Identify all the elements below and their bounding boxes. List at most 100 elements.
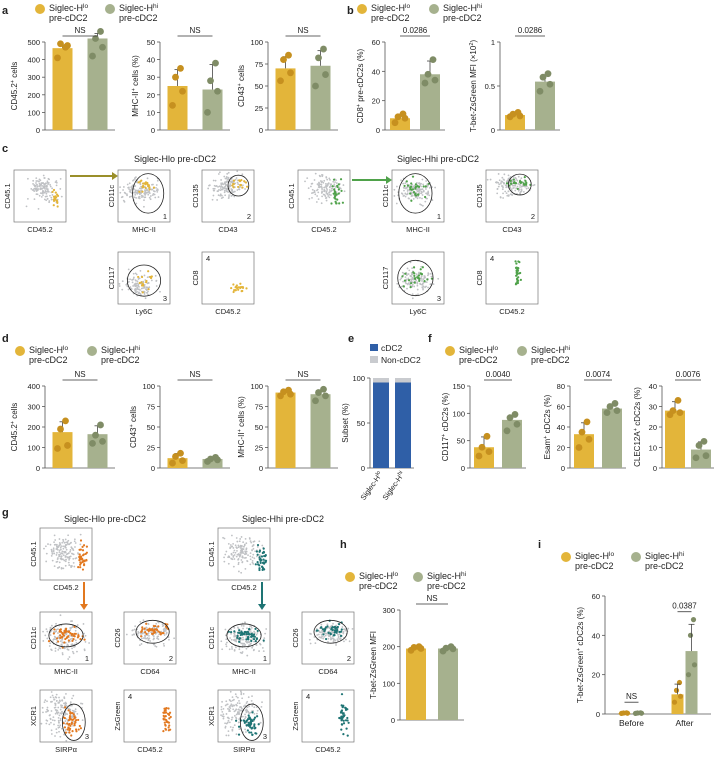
flow-event-colored <box>155 628 159 631</box>
flow-y-label: CD45.1 <box>29 541 38 566</box>
flow-event-colored <box>339 711 343 714</box>
flow-event <box>223 191 226 194</box>
y-tick-label: 100 <box>352 374 365 383</box>
flow-y-label: CD11c <box>107 185 116 208</box>
flow-event <box>45 199 48 202</box>
flow-event-colored <box>518 180 522 183</box>
flow-event <box>230 545 233 548</box>
flow-event <box>325 187 328 190</box>
flow-event-colored <box>245 724 248 727</box>
flow-event-colored <box>141 626 144 629</box>
flow-y-label: CD11c <box>29 627 38 650</box>
flow-event-colored <box>140 275 144 279</box>
flow-event-colored <box>238 640 241 643</box>
flow-event <box>75 641 78 644</box>
flow-event-colored <box>256 629 259 633</box>
flow-event <box>318 181 320 184</box>
y-tick-label: 300 <box>27 403 40 412</box>
y-tick-label: 20 <box>147 91 155 100</box>
flow-event <box>251 646 254 649</box>
bar <box>275 68 296 130</box>
flow-event <box>48 200 51 202</box>
flow-event <box>148 286 151 289</box>
flow-event <box>230 632 232 635</box>
flow-event <box>240 549 242 552</box>
flow-event <box>45 560 48 563</box>
flow-event <box>133 188 135 191</box>
flow-event <box>46 706 49 709</box>
flow-event-colored <box>250 731 253 734</box>
flow-event <box>412 198 415 200</box>
flow-event <box>500 182 502 185</box>
label-part: + <box>10 421 16 424</box>
flow-event <box>327 641 329 643</box>
flow-event <box>64 713 67 716</box>
flow-event <box>227 171 230 174</box>
flow-event <box>143 286 146 289</box>
flow-event <box>395 202 398 205</box>
flow-event <box>513 184 515 187</box>
flow-event <box>231 189 233 192</box>
flow-event-colored <box>340 728 343 731</box>
flow-event <box>53 638 55 640</box>
flow-event <box>324 195 327 197</box>
legend-text: Siglec-H <box>645 551 679 561</box>
flow-event <box>310 182 313 185</box>
flow-event <box>417 293 419 296</box>
data-point <box>54 445 61 452</box>
flow-event <box>68 555 71 558</box>
flow-event <box>64 720 67 722</box>
legend-label: pre-cDC2 <box>101 355 140 365</box>
flow-event <box>71 650 74 653</box>
flow-event-colored <box>162 711 165 714</box>
data-point <box>503 427 511 435</box>
y-axis-label: T-bet-ZsGreen MFI (×102) <box>469 40 478 133</box>
flow-event <box>131 634 134 636</box>
flow-event <box>70 566 73 569</box>
flow-event <box>422 278 425 281</box>
flow-event <box>61 653 64 656</box>
flow-event-colored <box>73 715 76 718</box>
flow-event-colored <box>231 184 234 187</box>
y-tick-label: 60 <box>557 403 565 412</box>
legend-sup: hi <box>461 571 466 578</box>
flow-event <box>49 194 51 197</box>
flow-event <box>59 614 62 617</box>
flow-event <box>246 627 248 630</box>
flow-event <box>57 648 60 651</box>
flow-event <box>46 198 49 200</box>
flow-event <box>230 718 233 721</box>
flow-event <box>524 185 526 188</box>
flow-event-colored <box>157 630 160 633</box>
flow-event <box>132 276 135 279</box>
flow-event-colored <box>247 638 250 641</box>
flow-event <box>151 194 154 196</box>
flow-event <box>241 697 244 700</box>
flow-event-colored <box>346 734 349 737</box>
flow-event <box>49 183 52 186</box>
flow-event-colored <box>264 559 268 562</box>
flow-event <box>52 696 55 699</box>
data-point <box>700 437 708 445</box>
flow-event <box>69 701 72 704</box>
flow-event <box>167 636 170 639</box>
flow-event <box>61 710 63 713</box>
flow-event <box>68 564 71 566</box>
flow-event-colored <box>412 266 416 269</box>
flow-event <box>141 196 143 198</box>
flow-event <box>326 189 329 191</box>
flow-event <box>512 176 515 178</box>
flow-event <box>510 189 513 192</box>
flow-event <box>421 280 423 282</box>
y-tick-label: 100 <box>250 382 263 391</box>
flow-event <box>55 622 57 625</box>
flow-frame <box>297 169 351 223</box>
flow-event-colored <box>59 634 62 637</box>
flow-event-colored <box>340 189 343 192</box>
flow-event-colored <box>230 286 233 290</box>
flow-event <box>404 276 407 279</box>
